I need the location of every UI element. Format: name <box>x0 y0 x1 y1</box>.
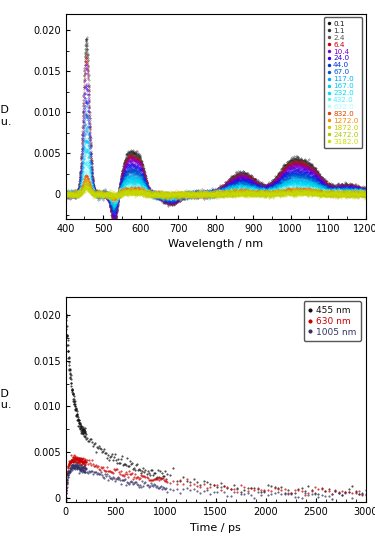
1005 nm <box>198 490 202 497</box>
630 nm <box>326 488 331 495</box>
630 nm <box>63 496 68 503</box>
Legend: 455 nm, 630 nm, 1005 nm: 455 nm, 630 nm, 1005 nm <box>304 301 361 341</box>
1005 nm <box>363 491 368 497</box>
1005 nm <box>82 464 86 471</box>
455 nm <box>323 488 327 494</box>
Line: 630 nm: 630 nm <box>65 454 366 500</box>
Line: 1005 nm: 1005 nm <box>65 462 366 499</box>
455 nm <box>81 427 86 434</box>
455 nm <box>70 387 74 393</box>
630 nm <box>69 459 73 466</box>
455 nm <box>82 429 86 435</box>
Y-axis label: ΔOD
/ a.u.: ΔOD / a.u. <box>0 389 11 411</box>
1005 nm <box>299 495 304 501</box>
455 nm <box>63 311 68 317</box>
455 nm <box>330 495 334 502</box>
630 nm <box>69 452 74 459</box>
455 nm <box>69 380 73 386</box>
1005 nm <box>70 463 74 469</box>
X-axis label: Time / ps: Time / ps <box>190 523 241 533</box>
630 nm <box>82 459 86 465</box>
Line: 455 nm: 455 nm <box>65 313 366 500</box>
1005 nm <box>63 494 68 500</box>
Legend: 0.1, 1.1, 2.4, 6.4, 10.4, 24.0, 44.0, 67.0, 117.0, 167.0, 232.0, 432.0, 632.0, 8: 0.1, 1.1, 2.4, 6.4, 10.4, 24.0, 44.0, 67… <box>324 17 362 148</box>
1005 nm <box>74 460 78 466</box>
455 nm <box>363 487 368 493</box>
630 nm <box>363 492 368 498</box>
X-axis label: Wavelength / nm: Wavelength / nm <box>168 239 263 249</box>
1005 nm <box>69 465 73 472</box>
1005 nm <box>82 469 86 475</box>
630 nm <box>198 483 202 490</box>
630 nm <box>70 457 74 464</box>
Y-axis label: ΔOD
/ a.u.: ΔOD / a.u. <box>0 105 11 127</box>
455 nm <box>195 479 199 485</box>
630 nm <box>82 460 86 467</box>
1005 nm <box>330 490 334 497</box>
